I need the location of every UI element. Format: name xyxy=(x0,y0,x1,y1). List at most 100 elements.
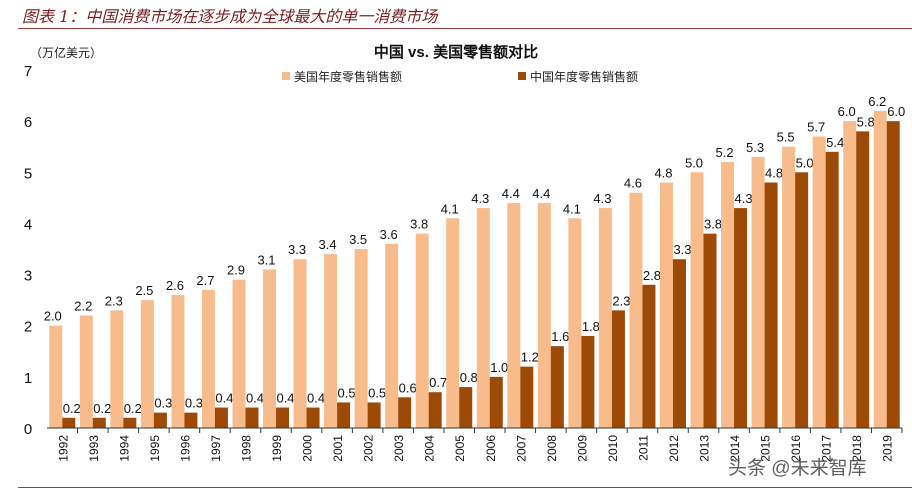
bar-us-2012 xyxy=(659,182,673,428)
legend-label: 中国年度零售销售额 xyxy=(530,69,638,84)
x-tick-label: 2004 xyxy=(423,435,437,462)
data-label: 0.3 xyxy=(185,396,203,411)
bar-china-2001 xyxy=(337,402,351,428)
bar-us-1993 xyxy=(79,315,93,428)
bar-us-2018 xyxy=(843,121,857,429)
bar-china-1996 xyxy=(184,412,198,428)
bar-us-2004 xyxy=(415,233,429,428)
y-axis-label: （万亿美元） xyxy=(30,45,102,60)
legend-label: 美国年度零售销售额 xyxy=(294,69,402,84)
x-tick-label: 2006 xyxy=(484,435,498,462)
data-label: 4.1 xyxy=(563,201,581,216)
x-tick-label: 2013 xyxy=(698,435,712,462)
x-tick-label: 2012 xyxy=(667,435,681,462)
data-label: 4.1 xyxy=(441,201,459,216)
data-label: 2.7 xyxy=(196,273,214,288)
data-label: 1.6 xyxy=(551,329,569,344)
data-label: 3.5 xyxy=(349,232,367,247)
x-tick-label: 1997 xyxy=(209,435,223,462)
x-tick-label: 2005 xyxy=(453,435,467,462)
bar-china-2018 xyxy=(856,131,870,428)
bar-china-2010 xyxy=(611,310,625,428)
data-label: 5.3 xyxy=(746,140,764,155)
footer-divider xyxy=(18,487,912,488)
data-label: 0.5 xyxy=(368,385,386,400)
data-label: 0.7 xyxy=(429,375,447,390)
data-label: 3.8 xyxy=(410,217,428,232)
x-tick-label: 2014 xyxy=(728,435,742,462)
figure-header: 图表 1：中国消费市场在逐步成为全球最大的单一消费市场 xyxy=(22,7,438,26)
data-label: 2.2 xyxy=(74,298,92,313)
data-label: 5.4 xyxy=(826,135,844,150)
data-label: 3.4 xyxy=(319,237,337,252)
x-tick-label: 2018 xyxy=(850,435,864,462)
bar-us-2019 xyxy=(873,110,887,429)
data-label: 3.6 xyxy=(380,227,398,242)
x-tick-label: 1993 xyxy=(87,435,101,462)
data-label: 5.2 xyxy=(716,145,734,160)
y-tick-label: 1 xyxy=(24,370,32,387)
bar-china-1997 xyxy=(214,407,228,428)
data-label: 2.5 xyxy=(135,283,153,298)
bar-us-2005 xyxy=(446,218,460,428)
data-label: 0.2 xyxy=(93,401,111,416)
data-label: 5.5 xyxy=(777,130,795,145)
data-label: 6.0 xyxy=(838,104,856,119)
bar-china-1993 xyxy=(92,417,106,428)
bar-china-1999 xyxy=(276,407,290,428)
bar-us-2010 xyxy=(598,208,612,428)
x-tick-label: 2010 xyxy=(606,435,620,462)
data-label: 3.8 xyxy=(704,217,722,232)
data-label: 4.3 xyxy=(471,191,489,206)
data-label: 2.6 xyxy=(166,278,184,293)
bar-us-1998 xyxy=(232,279,246,428)
header-divider xyxy=(18,28,912,29)
bar-us-1997 xyxy=(201,289,215,428)
data-label: 1.2 xyxy=(521,350,539,365)
data-label: 0.4 xyxy=(276,391,294,406)
x-tick-label: 2002 xyxy=(362,435,376,462)
data-label: 4.4 xyxy=(532,186,550,201)
data-label: 2.8 xyxy=(643,268,661,283)
watermark: 头条 @未来智库 xyxy=(728,458,867,479)
data-label: 4.3 xyxy=(735,191,753,206)
x-tick-label: 1994 xyxy=(117,435,131,462)
bar-china-2014 xyxy=(734,208,748,428)
bar-china-2011 xyxy=(642,284,656,428)
data-label: 0.6 xyxy=(399,380,417,395)
data-label: 1.0 xyxy=(490,360,508,375)
bar-china-2006 xyxy=(489,376,503,428)
bar-us-1996 xyxy=(171,295,185,428)
bar-china-2013 xyxy=(703,233,717,428)
x-tick-label: 2011 xyxy=(636,435,650,461)
data-label: 0.4 xyxy=(215,391,233,406)
data-label: 1.8 xyxy=(582,319,600,334)
bar-us-2002 xyxy=(354,249,368,428)
bar-us-2003 xyxy=(385,243,399,428)
bar-china-2004 xyxy=(428,392,442,428)
x-tick-label: 2007 xyxy=(514,435,528,462)
bar-us-2009 xyxy=(568,218,582,428)
y-tick-label: 5 xyxy=(24,165,32,182)
bar-us-1995 xyxy=(140,300,154,428)
data-label: 4.4 xyxy=(502,186,520,201)
bar-us-2013 xyxy=(690,172,704,428)
x-tick-label: 2003 xyxy=(392,435,406,462)
y-tick-label: 4 xyxy=(24,216,32,233)
y-tick-label: 6 xyxy=(24,114,32,131)
bar-china-2009 xyxy=(581,335,595,428)
data-label: 0.3 xyxy=(154,396,172,411)
bar-china-2003 xyxy=(398,397,412,428)
data-label: 5.0 xyxy=(796,155,814,170)
x-tick-label: 2017 xyxy=(820,435,834,462)
y-tick-label: 2 xyxy=(24,319,32,336)
bar-us-2008 xyxy=(537,202,551,428)
bar-us-2016 xyxy=(782,146,796,428)
bar-us-2011 xyxy=(629,192,643,428)
bar-china-2019 xyxy=(886,121,900,429)
data-label: 0.4 xyxy=(307,391,325,406)
bar-china-2007 xyxy=(520,366,534,428)
bar-us-2000 xyxy=(293,259,307,428)
bar-china-1994 xyxy=(123,417,137,428)
x-tick-label: 1992 xyxy=(56,435,70,462)
